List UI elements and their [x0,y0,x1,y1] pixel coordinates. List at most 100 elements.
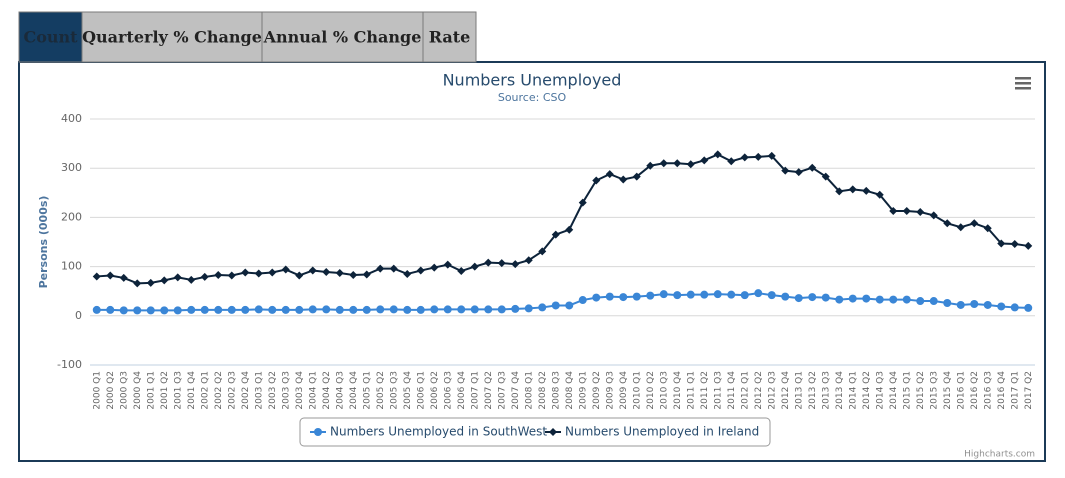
point [511,304,520,313]
tab-bg[interactable] [81,11,263,63]
x-tick-label: 2004 Q3 [335,371,345,410]
point [605,170,614,179]
x-tick-label: 2013 Q1 [794,371,804,410]
point [754,289,763,298]
point [160,276,169,285]
point [106,305,115,314]
point [592,176,601,185]
x-tick-label: 2003 Q3 [281,371,291,410]
x-tick-label: 2000 Q2 [106,371,116,410]
legend-label[interactable]: Numbers Unemployed in Ireland [565,425,759,439]
y-tick-label: 100 [61,260,82,273]
point [781,166,790,175]
point [700,156,709,165]
point [403,269,412,278]
point [929,297,938,306]
point [268,268,277,277]
point [308,305,317,314]
chart-title: Numbers Unemployed [443,71,622,90]
x-tick-label: 2001 Q1 [146,371,156,410]
legend-label[interactable]: Numbers Unemployed in SouthWest [330,425,547,439]
x-tick-label: 2010 Q2 [646,371,656,410]
tab-label[interactable]: Annual % Change [263,28,422,47]
x-tick-label: 2009 Q4 [619,371,629,410]
x-tick-label: 2013 Q2 [808,371,818,410]
point [281,305,290,314]
point [713,150,722,159]
point [686,290,695,299]
menu-button[interactable] [1015,77,1031,90]
x-tick-label: 2001 Q3 [173,371,183,410]
tab[interactable]: Quarterly % Change [81,11,263,63]
point [281,265,290,274]
point [727,290,736,299]
point [349,305,358,314]
point [497,259,506,268]
tab-label[interactable]: Rate [429,28,471,47]
x-tick-label: 2002 Q2 [214,371,224,410]
point [416,305,425,314]
tab[interactable]: Annual % Change [261,11,424,63]
point [200,305,209,314]
point [538,303,547,312]
point [848,294,857,303]
point [1024,241,1033,250]
point [362,270,371,279]
point [740,153,749,162]
point [983,300,992,309]
x-tick-label: 2011 Q2 [700,371,710,410]
point [1024,303,1033,312]
point [902,207,911,216]
x-tick-label: 2017 Q1 [1010,371,1020,410]
point [956,300,965,309]
tab-bg[interactable] [261,11,424,63]
tab-label[interactable]: Quarterly % Change [82,28,262,47]
point [700,290,709,299]
series-line [96,153,1029,285]
point [983,224,992,233]
point [673,159,682,168]
x-tick-label: 2008 Q1 [524,371,534,410]
x-tick-label: 2006 Q3 [443,371,453,410]
x-tick-label: 2013 Q3 [821,371,831,410]
x-tick-label: 2006 Q2 [430,371,440,410]
y-tick-label: 0 [75,309,82,322]
point [794,168,803,177]
point [740,291,749,300]
tab-bg[interactable] [422,11,477,63]
point [632,172,641,181]
x-tick-label: 2017 Q2 [1024,371,1034,410]
point [457,267,466,276]
point [389,264,398,273]
point [349,270,358,279]
x-tick-label: 2010 Q4 [673,371,683,410]
point [619,175,628,184]
point [173,273,182,282]
x-tick-label: 2002 Q3 [227,371,237,410]
point [322,305,331,314]
tab-label[interactable]: Count [23,28,78,47]
point [821,293,830,302]
legend-marker [549,428,557,436]
point [254,269,263,278]
point [916,207,925,216]
x-tick-label: 2004 Q1 [308,371,318,410]
point [659,290,668,299]
x-tick-label: 2010 Q1 [632,371,642,410]
tab-bg[interactable] [18,11,83,63]
point [146,306,155,315]
x-tick-label: 2014 Q3 [875,371,885,410]
tab[interactable]: Count [18,11,83,63]
x-tick-label: 2009 Q1 [578,371,588,410]
x-tick-label: 2004 Q4 [349,371,359,410]
point [578,198,587,207]
x-tick-label: 2015 Q2 [916,371,926,410]
legend-marker [314,428,322,436]
point [659,159,668,168]
x-tick-label: 2015 Q3 [929,371,939,410]
tab[interactable]: Rate [422,11,477,63]
x-tick-label: 2002 Q4 [241,371,251,410]
point [808,293,817,302]
point [862,294,871,303]
point [376,264,385,273]
